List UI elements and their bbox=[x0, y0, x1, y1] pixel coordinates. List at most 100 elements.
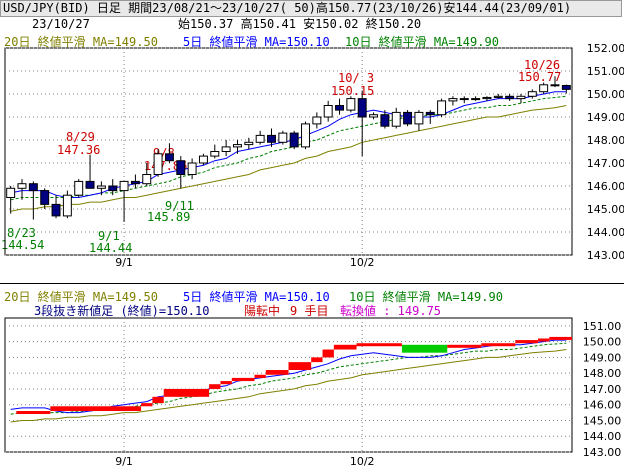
candle-down bbox=[51, 203, 61, 217]
candle-down bbox=[289, 132, 299, 148]
candle-up bbox=[539, 84, 549, 93]
top-y-tick-label: 152.00 bbox=[587, 42, 624, 55]
block-up bbox=[311, 357, 323, 363]
candle-up bbox=[448, 98, 458, 102]
candle-down bbox=[267, 134, 276, 143]
candle-up bbox=[516, 95, 526, 100]
block-up bbox=[209, 384, 221, 389]
candle-up bbox=[278, 132, 288, 143]
candle-up bbox=[414, 111, 424, 125]
last-ohlc: 始150.37 高150.41 安150.02 終150.20 bbox=[178, 17, 422, 31]
top-y-tick-label: 144.00 bbox=[587, 226, 624, 239]
block-up bbox=[322, 349, 334, 358]
candle-up bbox=[323, 105, 333, 118]
candle-up bbox=[187, 162, 197, 175]
bottom-x-tick-label: 9/1 bbox=[115, 455, 133, 468]
candle-up bbox=[471, 98, 481, 101]
candle-up bbox=[17, 183, 27, 189]
top-y-tick-label: 151.00 bbox=[587, 65, 624, 78]
bottom-ma20-line bbox=[10, 349, 567, 423]
top-plot-frame bbox=[4, 47, 573, 256]
candle-up bbox=[221, 146, 231, 152]
top-legend-ma10: 10日 終値平滑 MA=149.90 bbox=[345, 35, 499, 49]
candle-up bbox=[493, 95, 503, 98]
bottom-x-tick-label: 10/2 bbox=[350, 455, 375, 468]
annotation-date-10-26: 10/26 bbox=[524, 58, 561, 72]
candle-down bbox=[28, 183, 38, 192]
block-up bbox=[356, 343, 402, 347]
last-date: 23/10/27 bbox=[32, 17, 90, 31]
reversal-status: 陽転中 bbox=[244, 304, 281, 318]
candle-up bbox=[312, 116, 322, 125]
top-x-tick-label: 10/2 bbox=[350, 256, 375, 269]
candle-down bbox=[130, 180, 140, 185]
bottom-y-tick-label: 145.00 bbox=[583, 414, 622, 427]
block-up bbox=[220, 381, 232, 385]
candle-up bbox=[391, 111, 401, 127]
bottom-ma5-line bbox=[10, 339, 567, 414]
top-ma5-line bbox=[10, 91, 567, 198]
chart-title: USD/JPY(BID) 日足 期間23/08/21～23/10/27( 50)… bbox=[3, 1, 572, 15]
block-up bbox=[50, 406, 142, 412]
candle-up bbox=[437, 100, 447, 116]
block-up bbox=[231, 377, 255, 382]
top-y-tick-label: 147.00 bbox=[587, 157, 624, 170]
top-ma10-line bbox=[10, 95, 567, 201]
top-y-tick-label: 150.00 bbox=[587, 88, 624, 101]
reversal-value: 転換値 : 149.75 bbox=[340, 304, 442, 318]
bottom-y-tick-label: 143.00 bbox=[583, 446, 622, 459]
candle-up bbox=[244, 141, 254, 146]
candle-up bbox=[142, 174, 152, 185]
candle-down bbox=[40, 190, 50, 205]
candle-down bbox=[164, 153, 174, 162]
candle-up bbox=[153, 153, 163, 176]
candle-up bbox=[6, 187, 16, 199]
top-x-tick-label: 9/1 bbox=[115, 256, 133, 269]
candle-down bbox=[85, 180, 95, 189]
bottom-legend-ma10: 10日 終値平滑 MA=149.90 bbox=[349, 290, 503, 304]
candle-up bbox=[74, 180, 84, 196]
block-up bbox=[16, 411, 51, 415]
window-header-bar bbox=[0, 0, 622, 17]
top-legend-ma20: 20日 終値平滑 MA=149.50 bbox=[4, 35, 158, 49]
block-up bbox=[152, 396, 164, 404]
candle-up bbox=[346, 98, 356, 111]
block-up bbox=[288, 362, 312, 371]
bottom-y-tick-label: 147.00 bbox=[583, 383, 622, 396]
annotation-value-9-1: 144.44 bbox=[89, 241, 133, 255]
annotation-value-8-23: 144.54 bbox=[1, 238, 45, 252]
candle-up bbox=[233, 144, 242, 148]
candle-up bbox=[482, 96, 492, 100]
top-y-tick-label: 146.00 bbox=[587, 180, 624, 193]
candle-down bbox=[403, 111, 413, 125]
block-up bbox=[537, 338, 550, 342]
block-up bbox=[141, 403, 153, 407]
block-down bbox=[401, 344, 448, 353]
bottom-legend-ma20: 20日 終値平滑 MA=149.50 bbox=[4, 290, 158, 304]
bottom-legend-ma5: 5日 終値平滑 MA=150.10 bbox=[183, 290, 330, 304]
bottom-plot-frame bbox=[4, 317, 573, 453]
candle-down bbox=[108, 185, 118, 192]
candle-down bbox=[176, 160, 186, 175]
block-up bbox=[254, 374, 266, 378]
candle-up bbox=[527, 91, 537, 97]
candle-up bbox=[369, 114, 379, 118]
block-up bbox=[447, 344, 482, 348]
candle-down bbox=[380, 114, 390, 127]
candle-up bbox=[119, 180, 129, 192]
block-up bbox=[549, 336, 572, 340]
bottom-y-tick-label: 144.00 bbox=[583, 430, 622, 443]
annotation-value-8-29: 147.36 bbox=[57, 143, 101, 157]
annotation-date-8-23: 8/23 bbox=[7, 226, 36, 240]
block-up bbox=[163, 388, 210, 397]
bottom-y-tick-label: 149.00 bbox=[583, 351, 622, 364]
top-ma20-line bbox=[10, 105, 567, 212]
block-up bbox=[265, 370, 289, 375]
new-price-info: 3段抜き新値足 (終値)=150.10 bbox=[34, 304, 210, 318]
candle-up bbox=[459, 98, 469, 101]
candle-up bbox=[255, 134, 265, 143]
bottom-y-tick-label: 150.00 bbox=[583, 336, 622, 349]
top-y-tick-label: 148.00 bbox=[587, 134, 624, 147]
candle-up bbox=[198, 155, 208, 164]
